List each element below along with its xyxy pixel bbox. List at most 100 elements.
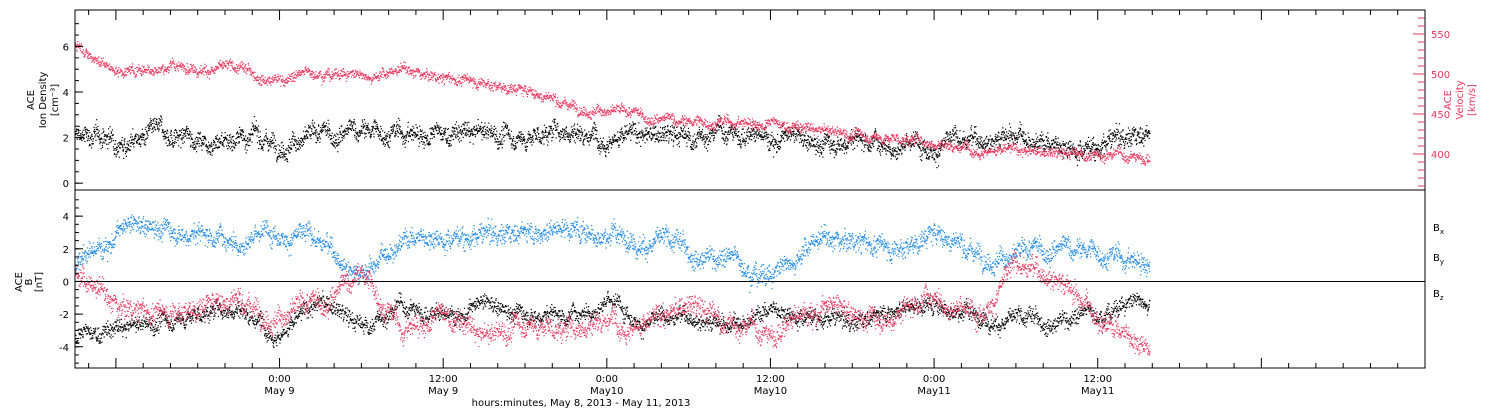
- density-point: [102, 133, 103, 134]
- density-point: [78, 129, 79, 130]
- density-point: [573, 125, 574, 126]
- density-point: [1133, 127, 1134, 128]
- density-point: [823, 148, 824, 149]
- density-point: [146, 138, 147, 139]
- density-point: [283, 145, 284, 146]
- density-point: [1091, 149, 1092, 150]
- density-point: [559, 133, 560, 134]
- density-point: [436, 122, 437, 123]
- density-point: [546, 140, 547, 141]
- density-point: [271, 132, 272, 133]
- velocity-point: [111, 69, 112, 70]
- density-point: [245, 140, 246, 141]
- velocity-point: [197, 73, 198, 74]
- density-point: [577, 134, 578, 135]
- density-point: [733, 137, 734, 138]
- density-point: [209, 147, 210, 148]
- density-point: [566, 127, 567, 128]
- velocity-point: [178, 61, 179, 62]
- density-point: [417, 128, 418, 129]
- density-point: [1002, 127, 1003, 128]
- density-point: [288, 151, 289, 152]
- density-point: [910, 150, 911, 151]
- density-point: [770, 145, 771, 146]
- density-point: [1005, 129, 1006, 130]
- velocity-point: [193, 66, 194, 67]
- density-point: [178, 145, 179, 146]
- velocity-point: [101, 62, 102, 63]
- velocity-point: [171, 64, 172, 65]
- density-point: [374, 128, 375, 129]
- density-point: [766, 127, 767, 128]
- velocity-point: [206, 65, 207, 66]
- density-point: [313, 134, 314, 135]
- density-point: [1000, 137, 1001, 138]
- density-point: [901, 145, 902, 146]
- density-point: [622, 131, 623, 132]
- density-point: [456, 121, 457, 122]
- density-point: [453, 132, 454, 133]
- density-point: [618, 137, 619, 138]
- density-point: [673, 140, 674, 141]
- density-point: [793, 131, 794, 132]
- density-point: [560, 139, 561, 140]
- velocity-point: [195, 72, 196, 73]
- density-point: [373, 133, 374, 134]
- density-point: [413, 134, 414, 135]
- density-point: [1047, 132, 1048, 133]
- density-point: [1125, 141, 1126, 142]
- density-point: [514, 145, 515, 146]
- density-point: [482, 139, 483, 140]
- density-point: [356, 139, 357, 140]
- density-point: [78, 130, 79, 131]
- density-point: [1084, 148, 1085, 149]
- density-point: [678, 143, 679, 144]
- velocity-point: [249, 69, 250, 70]
- density-point: [89, 132, 90, 133]
- density-point: [547, 137, 548, 138]
- density-point: [325, 131, 326, 132]
- density-point: [82, 132, 83, 133]
- density-point: [976, 133, 977, 134]
- density-point: [1124, 147, 1125, 148]
- density-point: [955, 131, 956, 132]
- density-point: [1132, 128, 1133, 129]
- density-point: [421, 137, 422, 138]
- density-point: [158, 122, 159, 123]
- density-point: [1025, 147, 1026, 148]
- density-point: [605, 156, 606, 157]
- density-point: [415, 124, 416, 125]
- density-point: [714, 137, 715, 138]
- density-point: [153, 120, 154, 121]
- density-point: [969, 141, 970, 142]
- velocity-point: [248, 63, 249, 64]
- velocity-point: [218, 67, 219, 68]
- density-point: [306, 135, 307, 136]
- density-point: [273, 132, 274, 133]
- density-point: [84, 141, 85, 142]
- density-point: [470, 131, 471, 132]
- density-point: [210, 154, 211, 155]
- density-point: [328, 130, 329, 131]
- density-point: [971, 129, 972, 130]
- density-point: [835, 152, 836, 153]
- density-point: [248, 133, 249, 134]
- density-point: [581, 131, 582, 132]
- density-point: [1117, 148, 1118, 149]
- velocity-point: [157, 69, 158, 70]
- density-point: [152, 127, 153, 128]
- velocity-point: [160, 68, 161, 69]
- velocity-point: [131, 67, 132, 68]
- density-point: [237, 131, 238, 132]
- density-point: [939, 155, 940, 156]
- density-point: [154, 123, 155, 124]
- density-point: [100, 142, 101, 143]
- density-point: [290, 152, 291, 153]
- density-point: [546, 132, 547, 133]
- density-point: [753, 138, 754, 139]
- density-point: [380, 136, 381, 137]
- density-point: [267, 143, 268, 144]
- density-point: [892, 155, 893, 156]
- density-point: [846, 152, 847, 153]
- density-point: [157, 125, 158, 126]
